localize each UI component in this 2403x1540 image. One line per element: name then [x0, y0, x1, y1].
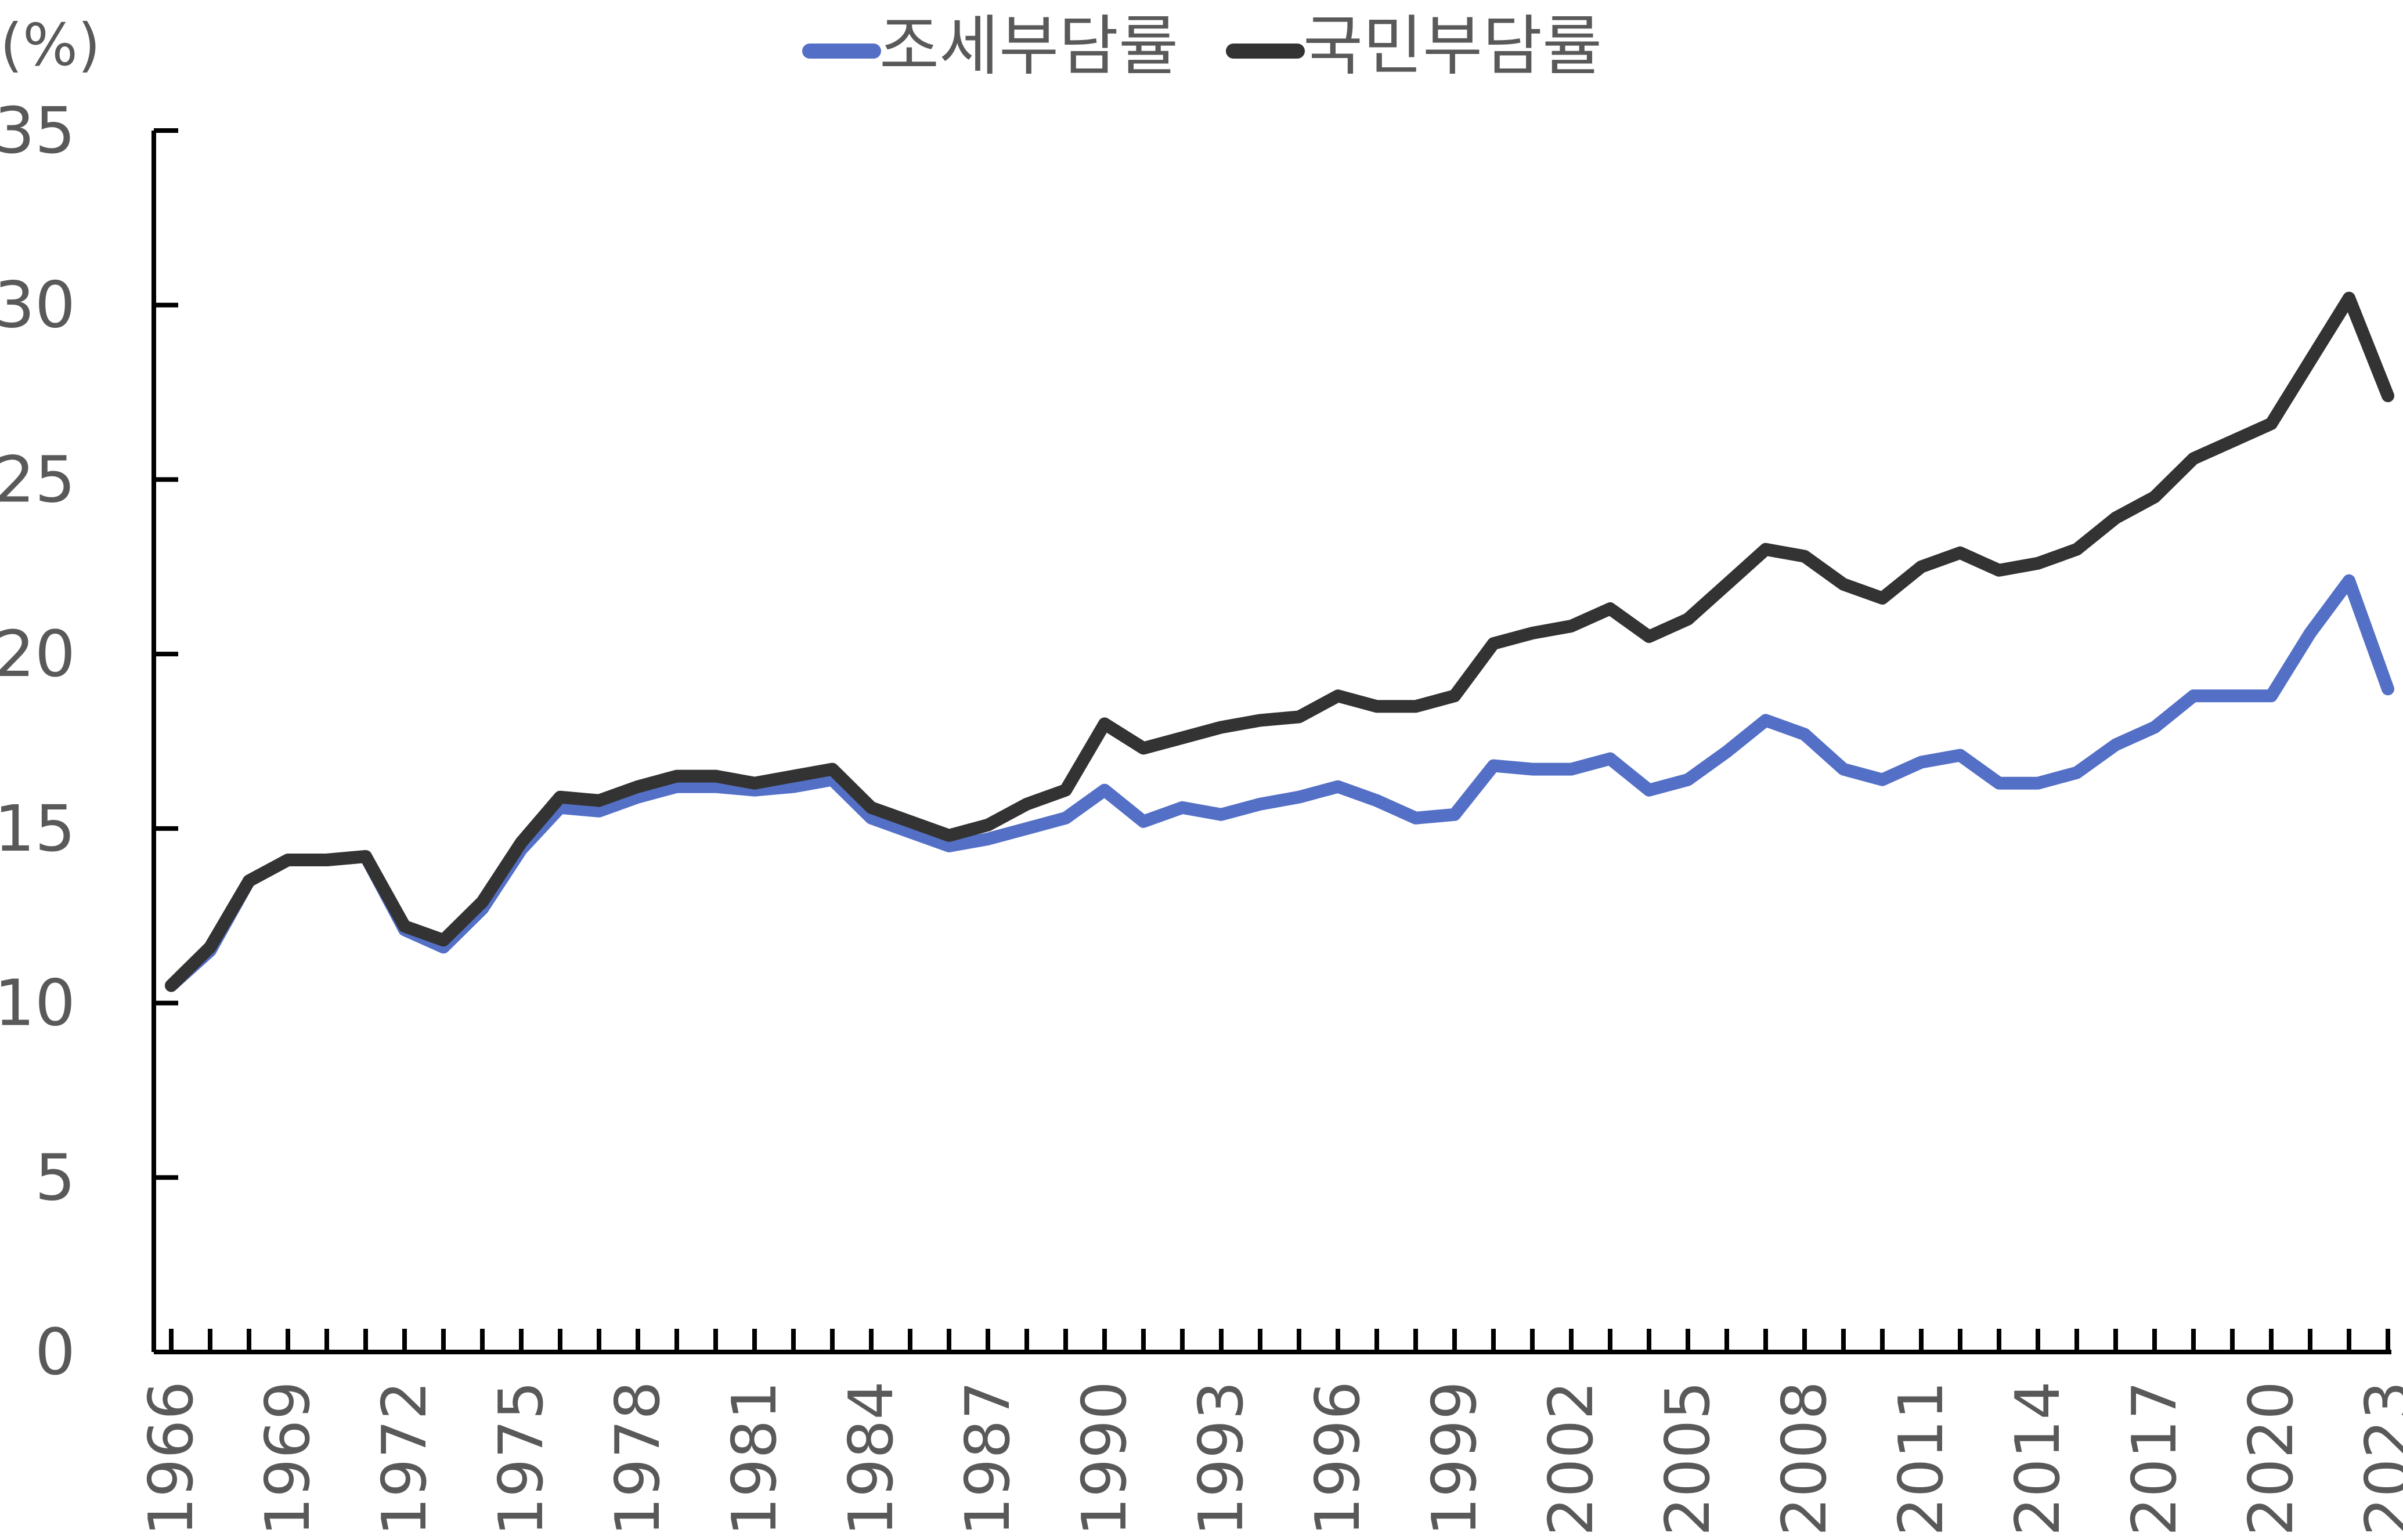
y-tick-label: 20 [0, 617, 75, 691]
x-tick-label: 1987 [952, 1381, 1023, 1536]
x-tick-label: 2017 [2119, 1381, 2190, 1536]
x-tick-label: 1966 [136, 1381, 207, 1536]
y-tick-label: 0 [35, 1315, 75, 1389]
y-tick-label: 25 [0, 442, 75, 516]
y-tick-label: 15 [0, 791, 75, 866]
x-tick-label: 2005 [1652, 1381, 1723, 1536]
x-tick-label: 1972 [369, 1381, 440, 1536]
legend-label-national-burden: 국민부담률 [1303, 9, 1602, 84]
legend-label-tax-burden: 조세부담률 [879, 9, 1178, 84]
series-line-national-burden [165, 291, 2394, 992]
series-line-tax-burden [165, 574, 2394, 992]
x-tick-label: 2023 [2353, 1381, 2403, 1536]
y-tick-label: 30 [0, 268, 75, 342]
x-tick-label: 2008 [1769, 1381, 1840, 1536]
x-tick-label: 1978 [602, 1381, 673, 1536]
x-tick-label: 1975 [486, 1381, 557, 1536]
x-tick-label: 1969 [252, 1381, 323, 1536]
x-tick-label: 1990 [1069, 1381, 1140, 1536]
plot-series [165, 291, 2394, 992]
x-tick-label: 1996 [1302, 1381, 1373, 1536]
y-unit-label: (%) [0, 11, 100, 79]
x-tick-label: 2014 [2002, 1381, 2073, 1536]
x-tick-label: 2011 [1886, 1381, 1957, 1536]
x-tick-label: 1993 [1186, 1381, 1257, 1536]
x-tick-label: 2002 [1536, 1381, 1607, 1536]
y-tick-label: 5 [35, 1140, 75, 1214]
x-tick-label: 1984 [836, 1381, 907, 1536]
y-tick-label: 35 [0, 93, 75, 168]
y-tick-label: 10 [0, 966, 75, 1040]
legend: 조세부담률 국민부담률 [802, 9, 1602, 84]
y-axis: 0 5 10 15 20 25 30 35 [0, 93, 178, 1389]
x-tick-label: 1981 [719, 1381, 790, 1536]
x-axis: 1966 1969 1972 1975 1978 1981 1984 1987 1990 1993… [136, 1329, 2403, 1536]
x-tick-label: 2020 [2236, 1381, 2307, 1536]
x-tick-label: 1999 [1419, 1381, 1490, 1536]
